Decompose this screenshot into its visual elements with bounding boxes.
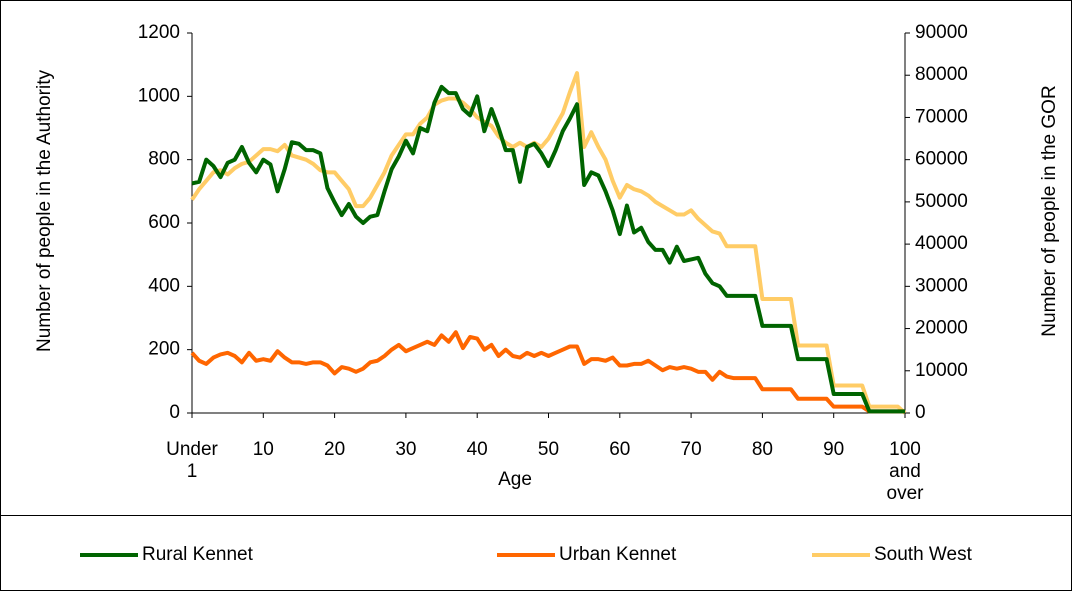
y-tick-label: 600: [148, 212, 180, 233]
y2-tick-label: 80000: [915, 64, 968, 85]
y-tick-label: 1000: [138, 85, 180, 106]
legend-label: South West: [874, 544, 973, 565]
x-tick-label: 10: [252, 439, 274, 460]
series-line: [190, 330, 905, 414]
x-axis-label: Age: [498, 469, 532, 490]
y-tick-label: 800: [148, 149, 180, 170]
x-tick-label: 60: [609, 439, 631, 460]
y2-tick-label: 40000: [915, 233, 968, 254]
x-tick-label: 20: [324, 439, 346, 460]
series-line: [190, 71, 907, 415]
y2-tick-label: 0: [915, 402, 926, 423]
x-tick-label: 50: [537, 439, 560, 460]
x-tick-label: 30: [395, 439, 417, 460]
y2-tick-label: 50000: [915, 191, 968, 212]
y-tick-label: 200: [148, 339, 180, 360]
y-tick-label: 400: [148, 275, 180, 296]
y2-tick-label: 30000: [915, 275, 968, 296]
x-tick-label: 70: [680, 439, 702, 460]
y2-tick-label: 70000: [915, 106, 968, 127]
y2-axis-label: Number of people in the GOR: [1039, 85, 1060, 337]
x-tick-label: 40: [466, 439, 488, 460]
x-tick-label: 90: [823, 439, 845, 460]
y-tick-label: 1200: [138, 22, 180, 43]
legend-label: Rural Kennet: [142, 544, 254, 565]
y2-tick-label: 10000: [915, 360, 968, 381]
x-tick-label: 80: [751, 439, 773, 460]
series-line: [191, 84, 905, 414]
x-tick-label: 100 and over: [886, 439, 924, 504]
y2-tick-label: 90000: [915, 22, 968, 43]
x-tick-label: Under 1: [166, 439, 218, 482]
y2-tick-label: 20000: [915, 318, 968, 339]
y-axis-label: Number of people in the Authority: [34, 70, 55, 353]
y2-tick-label: 60000: [915, 149, 968, 170]
y-tick-label: 0: [169, 402, 180, 423]
legend-label: Urban Kennet: [559, 544, 677, 565]
